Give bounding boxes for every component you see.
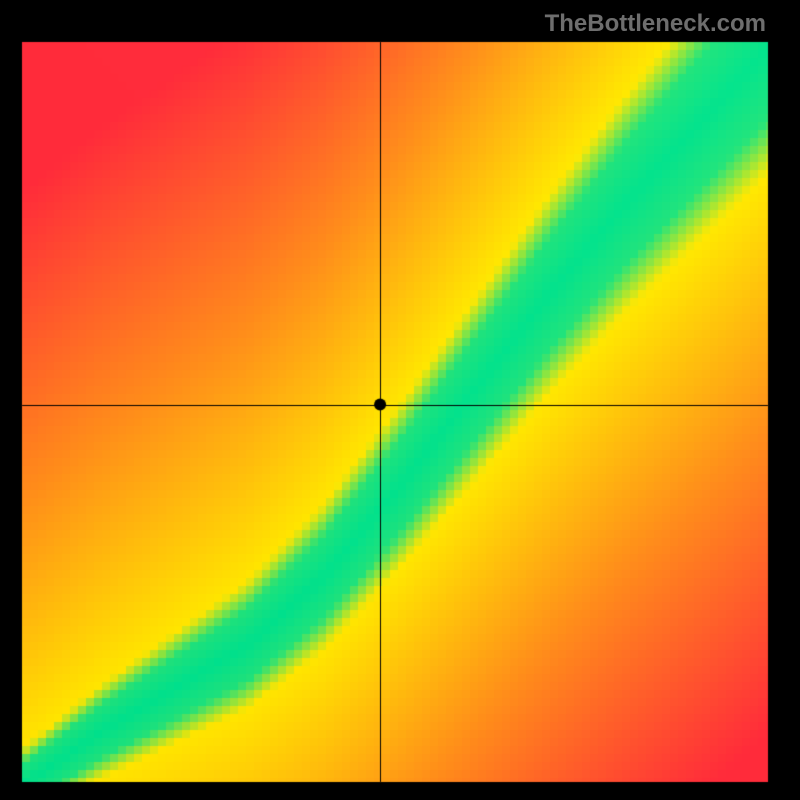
attribution-text: TheBottleneck.com [545, 10, 766, 38]
crosshair-overlay [0, 0, 800, 800]
